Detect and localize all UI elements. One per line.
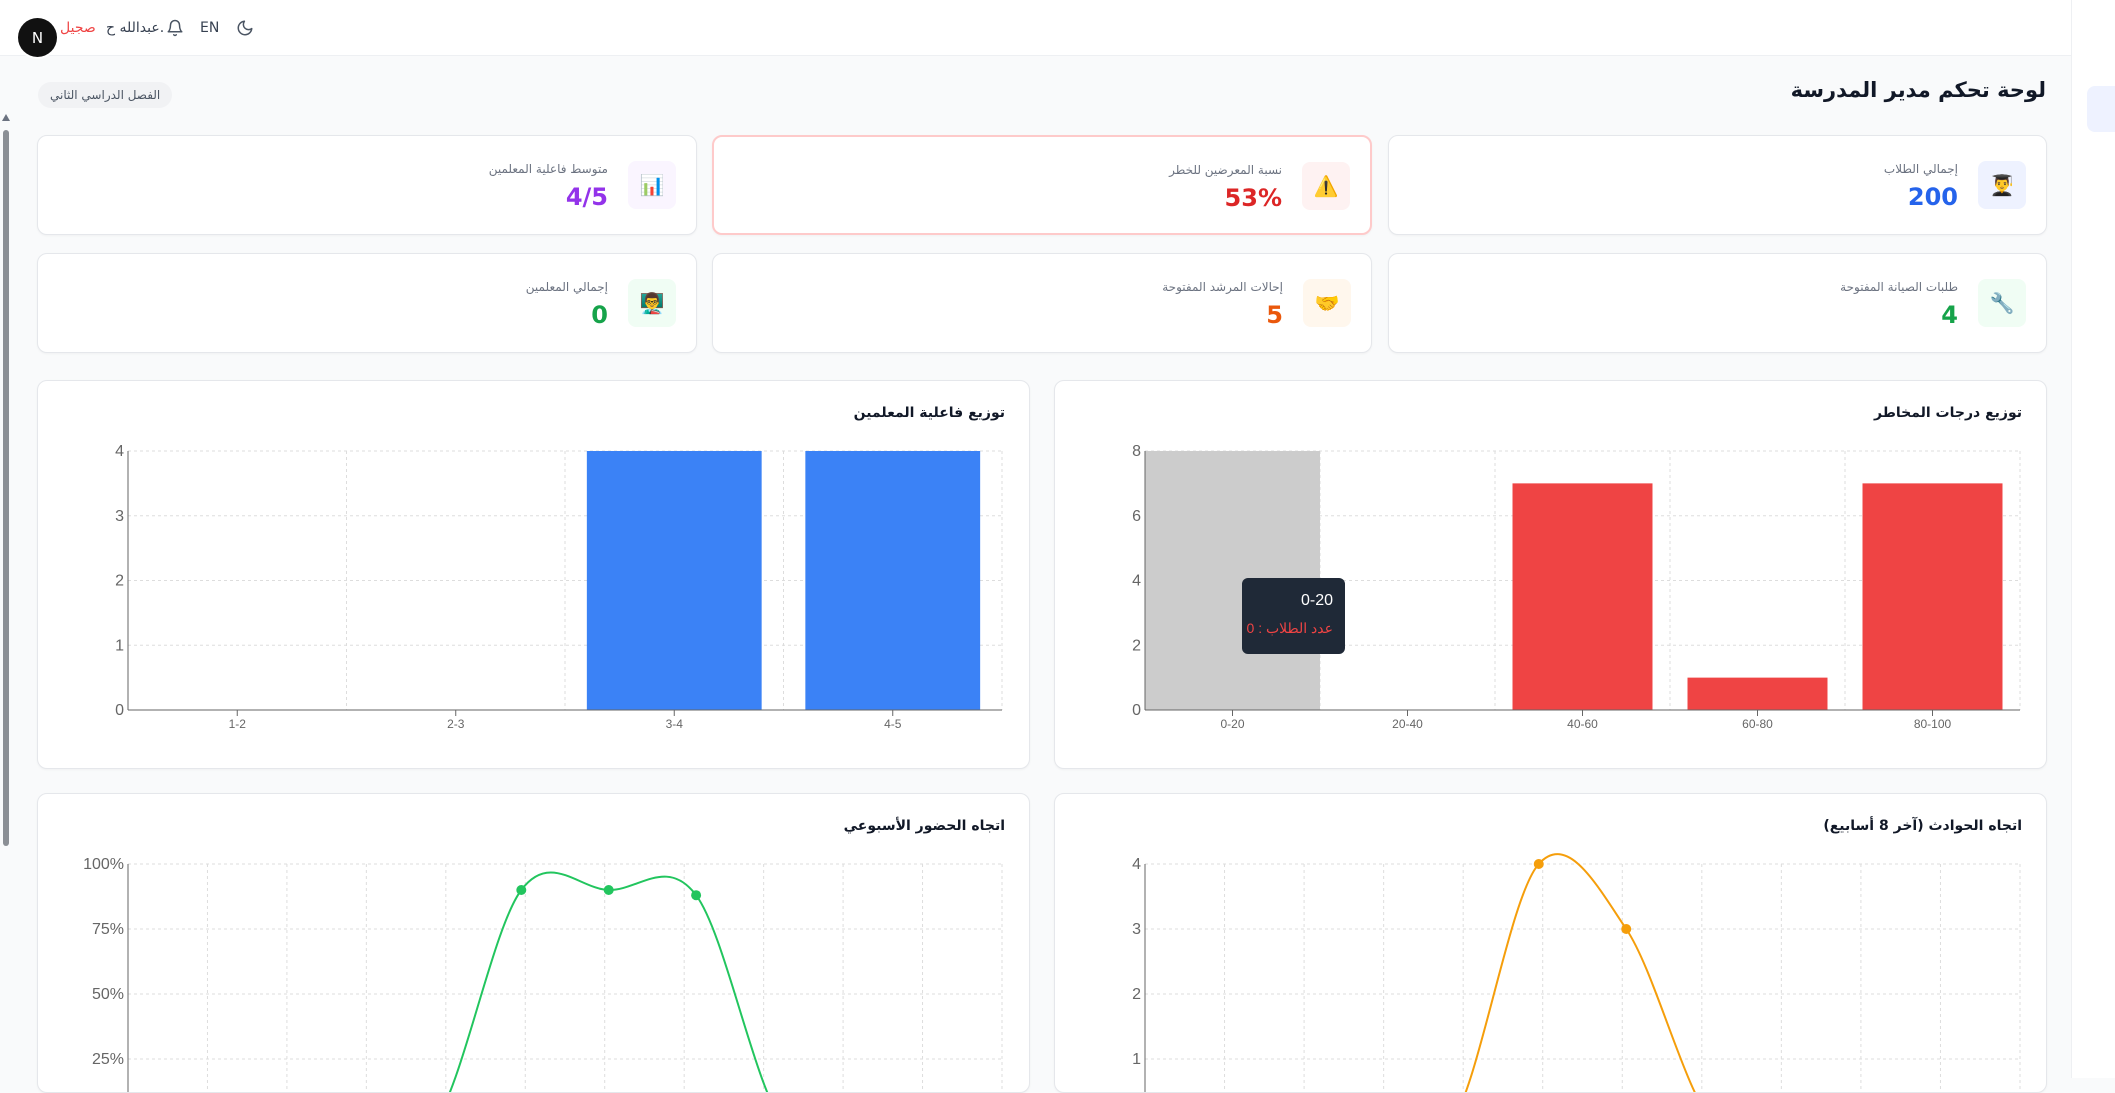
y-tick-label: 4 bbox=[115, 443, 124, 460]
stat-label: نسبة المعرضين للخطر bbox=[1169, 163, 1282, 177]
x-tick-label: 0-20 bbox=[1220, 717, 1244, 731]
sidebar-edge bbox=[2071, 0, 2115, 1078]
chart-title: اتجاه الحضور الأسبوعي bbox=[843, 818, 1005, 834]
y-tick-label: 4 bbox=[1132, 573, 1141, 590]
scrollbar[interactable] bbox=[0, 56, 11, 1078]
teacher-effectiveness-chart: 0 1 2 3 4 1-2 2-3 3-4 4-5 bbox=[115, 443, 1003, 731]
page-title: لوحة تحكم مدير المدرسة bbox=[1790, 78, 2046, 102]
x-tick-label: 60-80 bbox=[1742, 717, 1773, 731]
handshake-icon: 🤝 bbox=[1303, 279, 1351, 327]
chart-title: توزيع فاعلية المعلمين bbox=[853, 405, 1005, 421]
stat-value: 0 bbox=[591, 301, 608, 329]
sidebar-active-item[interactable] bbox=[2087, 86, 2115, 132]
stat-card-at-risk: ⚠️ نسبة المعرضين للخطر 53% bbox=[712, 135, 1372, 235]
stat-value: 4/5 bbox=[565, 183, 608, 211]
stat-card-maintenance: 🔧 طلبات الصيانة المفتوحة 4 bbox=[1388, 253, 2047, 353]
stat-card-counselor-referrals: 🤝 إحالات المرشد المفتوحة 5 bbox=[712, 253, 1372, 353]
top-bar: صجيل عبدالله ح. EN bbox=[0, 0, 2071, 56]
y-tick-label: 8 bbox=[1132, 443, 1141, 460]
incidents-trend-panel: اتجاه الحوادث (آخر 8 أسابيع) 1 2 3 4 bbox=[1054, 793, 2047, 1093]
moon-icon[interactable] bbox=[236, 0, 254, 55]
x-tick-label: 2-3 bbox=[447, 717, 465, 731]
stat-value: 200 bbox=[1907, 183, 1958, 211]
stat-card-total-students: 👨‍🎓 إجمالي الطلاب 200 bbox=[1388, 135, 2047, 235]
stat-value: 5 bbox=[1266, 301, 1283, 329]
teacher-icon: 👨‍🏫 bbox=[628, 279, 676, 327]
stat-label: متوسط فاعلية المعلمين bbox=[488, 162, 608, 176]
x-tick-label: 40-60 bbox=[1567, 717, 1598, 731]
y-tick-label: 3 bbox=[115, 508, 124, 525]
y-tick-label: 1 bbox=[1132, 1051, 1141, 1068]
x-tick-label: 3-4 bbox=[666, 717, 684, 731]
y-tick-label: 0 bbox=[1132, 702, 1141, 719]
scroll-up-icon[interactable] bbox=[2, 114, 10, 121]
warning-icon: ⚠️ bbox=[1302, 162, 1350, 210]
y-tick-label: 1 bbox=[115, 637, 124, 654]
y-tick-label: 75% bbox=[92, 921, 124, 938]
incidents-trend-chart: 1 2 3 4 bbox=[1132, 853, 2021, 1092]
x-tick-label: 20-40 bbox=[1392, 717, 1423, 731]
x-tick-label: 1-2 bbox=[229, 717, 247, 731]
language-toggle[interactable]: EN bbox=[200, 19, 220, 36]
bar bbox=[1687, 677, 1828, 710]
y-tick-label: 50% bbox=[92, 986, 124, 1003]
attendance-trend-panel: اتجاه الحضور الأسبوعي 25% 50% 75% 100% bbox=[37, 793, 1030, 1093]
bar bbox=[1512, 483, 1653, 710]
tooltip-value: عدد الطلاب : 0 bbox=[1246, 620, 1333, 636]
tooltip-category: 0-20 bbox=[1300, 592, 1333, 609]
y-tick-label: 6 bbox=[1132, 508, 1141, 525]
avatar[interactable]: N bbox=[18, 18, 57, 57]
attendance-trend-chart: 25% 50% 75% 100% bbox=[83, 856, 1003, 1092]
chart-tooltip: 0-20 عدد الطلاب : 0 bbox=[1242, 578, 1345, 654]
stat-label: إحالات المرشد المفتوحة bbox=[1162, 280, 1283, 294]
y-tick-label: 2 bbox=[1132, 637, 1141, 654]
y-tick-label: 3 bbox=[1132, 921, 1141, 938]
semester-badge: الفصل الدراسي الثاني bbox=[38, 82, 173, 108]
y-tick-label: 2 bbox=[115, 573, 124, 590]
y-tick-label: 2 bbox=[1132, 986, 1141, 1003]
teacher-effectiveness-panel: توزيع فاعلية المعلمين 0 1 2 3 4 1-2 2-3 3-4 4-5 bbox=[37, 380, 1030, 769]
stat-label: إجمالي الطلاب bbox=[1883, 162, 1958, 176]
data-point bbox=[603, 885, 614, 895]
logout-button[interactable]: صجيل bbox=[60, 19, 96, 36]
risk-distribution-panel: توزيع درجات المخاطر 0 2 4 6 8 0-20 20-40 40-60 6… bbox=[1054, 380, 2047, 769]
data-point bbox=[516, 885, 527, 895]
scrollbar-thumb[interactable] bbox=[3, 130, 9, 846]
risk-distribution-chart: 0 2 4 6 8 0-20 20-40 40-60 60-80 80-100 bbox=[1132, 443, 2021, 731]
data-point bbox=[1533, 859, 1544, 869]
bar-chart-icon: 📊 bbox=[628, 161, 676, 209]
stat-card-teacher-effectiveness: 📊 متوسط فاعلية المعلمين 4/5 bbox=[37, 135, 697, 235]
stat-label: إجمالي المعلمين bbox=[525, 280, 608, 294]
data-point bbox=[691, 890, 702, 901]
bar bbox=[586, 451, 762, 710]
bell-icon[interactable] bbox=[166, 0, 184, 55]
graduate-icon: 👨‍🎓 bbox=[1978, 161, 2026, 209]
user-name[interactable]: عبدالله ح. bbox=[106, 19, 165, 36]
series-line bbox=[1464, 853, 1696, 1092]
x-tick-label: 4-5 bbox=[884, 717, 902, 731]
bar bbox=[1862, 483, 2003, 710]
chart-title: توزيع درجات المخاطر bbox=[1873, 405, 2022, 421]
x-tick-label: 80-100 bbox=[1914, 717, 1952, 731]
data-point bbox=[1621, 924, 1632, 934]
y-tick-label: 25% bbox=[92, 1051, 124, 1068]
y-tick-label: 100% bbox=[83, 856, 124, 873]
bar bbox=[805, 451, 981, 710]
wrench-icon: 🔧 bbox=[1978, 279, 2026, 327]
y-tick-label: 0 bbox=[115, 702, 124, 719]
stat-card-total-teachers: 👨‍🏫 إجمالي المعلمين 0 bbox=[37, 253, 697, 353]
stat-label: طلبات الصيانة المفتوحة bbox=[1840, 280, 1958, 294]
stat-value: 53% bbox=[1224, 184, 1282, 212]
series-line bbox=[448, 871, 769, 1092]
y-tick-label: 4 bbox=[1132, 856, 1141, 873]
chart-title: اتجاه الحوادث (آخر 8 أسابيع) bbox=[1823, 818, 2022, 834]
stat-value: 4 bbox=[1941, 301, 1958, 329]
